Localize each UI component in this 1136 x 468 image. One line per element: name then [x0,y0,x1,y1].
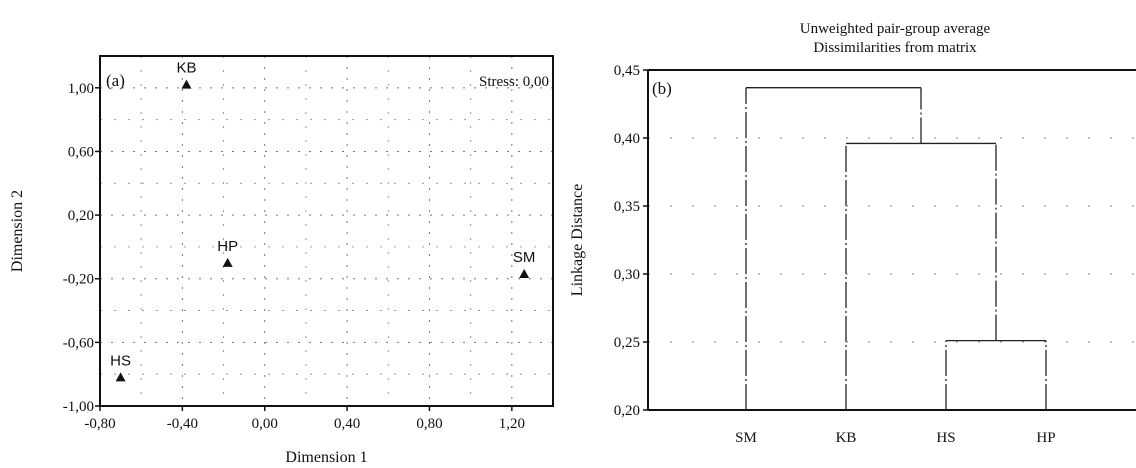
leaf-label: KB [836,430,857,446]
y-tick-label: -0,60 [63,335,94,351]
y-tick-label: 0,45 [614,63,640,79]
y-tick-label: 0,25 [614,335,640,351]
x-tick-label: 0,40 [334,416,360,432]
chart-subtitle: Dissimilarities from matrix [813,40,977,56]
point-label: SM [513,249,536,266]
x-tick-label: 0,00 [252,416,278,432]
data-point [181,79,192,89]
data-point [115,372,126,382]
point-label: KB [176,60,196,77]
point-label: HP [217,238,238,255]
dendrogram-panel: 0,20 0,25 0,30 0,35 0,40 0,45 SM KB HS HP Unweight… [569,21,1136,446]
y-tick-label: 0,20 [68,208,94,224]
y-tick-label: -0,20 [63,272,94,288]
leaf-label: SM [735,430,757,446]
point-label: HS [110,352,131,369]
mds-scatter-panel: -0,80 -0,40 0,00 0,40 0,80 1,20 -1,00 -0,60 -0,2… [9,55,554,466]
y-tick-label: 0,20 [614,403,640,419]
y-tick-label: 0,30 [614,267,640,283]
x-tick-label: 1,20 [499,416,525,432]
chart-title: Unweighted pair-group average [800,21,991,37]
leaf-label: HP [1036,430,1055,446]
data-point [519,268,530,278]
y-tick-label: 1,00 [68,81,94,97]
y-tick-label: -1,00 [63,399,94,415]
y-axis-label: Linkage Distance [569,184,586,296]
x-tick-label: 0,80 [416,416,442,432]
x-axis-label: Dimension 1 [285,449,367,466]
x-tick-label: -0,40 [167,416,198,432]
y-axis-label: Dimension 2 [9,190,26,272]
y-tick-label: 0,60 [68,144,94,160]
x-tick-label: -0,80 [84,416,115,432]
stress-annotation: Stress: 0,00 [479,74,549,90]
y-tick-label: 0,40 [614,131,640,147]
panel-label: (b) [652,79,672,98]
y-tick-label: 0,35 [614,199,640,215]
panel-label: (a) [106,71,125,90]
data-point [222,257,233,267]
leaf-label: HS [936,430,955,446]
plot-frame [99,55,554,407]
